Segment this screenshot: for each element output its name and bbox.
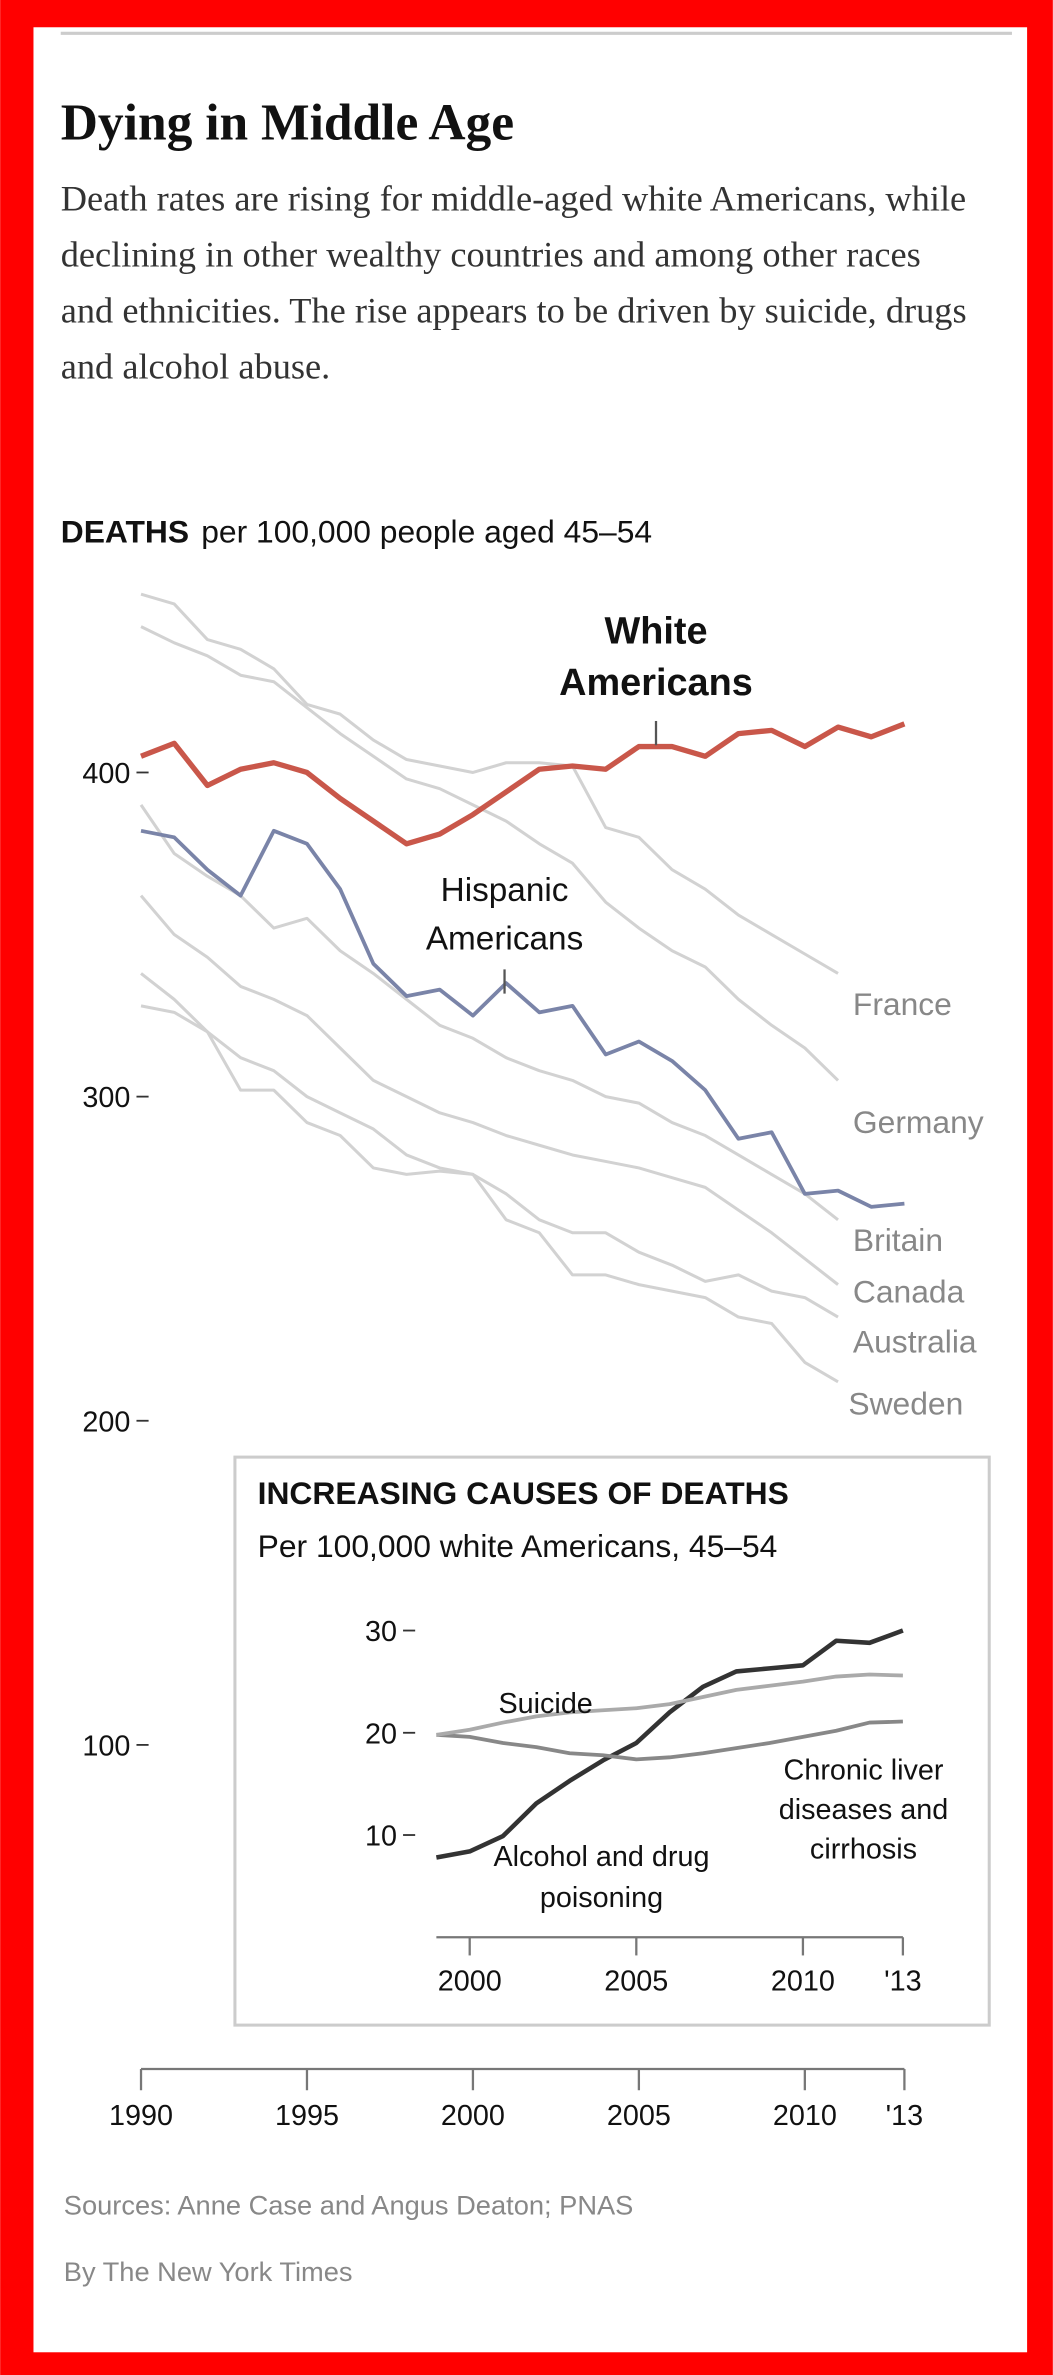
x-tick-label: 2000 xyxy=(441,2100,505,2132)
series-label: Suicide xyxy=(498,1688,592,1720)
chart-title: Dying in Middle Age xyxy=(61,94,514,151)
x-tick-label: 1995 xyxy=(275,2100,339,2132)
series-label: Australia xyxy=(853,1324,977,1360)
x-tick-label: 2010 xyxy=(771,1965,835,1997)
x-tick-label: '13 xyxy=(886,2100,924,2132)
data-line xyxy=(139,894,839,1286)
x-tick-label: 2000 xyxy=(438,1965,502,1997)
series-label: Hispanic Americans xyxy=(425,870,584,958)
subtitle-box: Death rates are rising for middle-aged w… xyxy=(60,180,967,388)
data-line xyxy=(436,1719,903,1762)
series-label-box: Alcohol and drug poisoning xyxy=(493,1841,710,1915)
y-tick-label: 100 xyxy=(82,1731,130,1763)
x-tick-label: 2010 xyxy=(773,2100,837,2132)
chart-subtitle: Death rates are rising for middle-aged w… xyxy=(60,180,967,388)
data-line xyxy=(140,1004,839,1384)
inset-subtitle: Per 100,000 white Americans, 45–54 xyxy=(258,1528,778,1564)
y-tick-label: 10 xyxy=(365,1821,397,1853)
data-line xyxy=(140,625,840,1082)
y-axis-title-rest: per 100,000 people aged 45–54 xyxy=(201,513,652,549)
sources: Sources: Anne Case and Angus Deaton; PNA… xyxy=(64,2189,634,2220)
x-tick-label: 2005 xyxy=(607,2100,671,2132)
y-tick-label: 300 xyxy=(82,1082,130,1114)
inset-box xyxy=(233,1455,991,2027)
series-label: Chronic liver diseases and cirrhosis xyxy=(778,1755,949,1867)
y-tick-label: 20 xyxy=(365,1718,397,1750)
y-tick-label: 200 xyxy=(82,1406,130,1438)
inset-plot: 10 20 30 2000 2005 2010 '13 Suicide Chronic live… xyxy=(365,1616,949,1997)
y-tick-label: 30 xyxy=(365,1616,397,1648)
data-line xyxy=(140,592,839,975)
series-label: Britain xyxy=(853,1222,943,1258)
series-label: Germany xyxy=(853,1104,984,1140)
series-label: Alcohol and drug poisoning xyxy=(493,1841,710,1915)
y-axis-title: DEATHS per 100,000 people aged 45–54 xyxy=(61,513,652,549)
data-line xyxy=(139,804,839,1221)
series-label-box: Chronic liver diseases and cirrhosis xyxy=(778,1755,949,1867)
x-tick-label: '13 xyxy=(884,1965,921,1997)
data-line xyxy=(435,1628,904,1860)
x-tick-label: 1990 xyxy=(109,2100,173,2132)
series-label: Sweden xyxy=(848,1386,963,1422)
byline: By The New York Times xyxy=(64,2256,353,2287)
series-label-box: White Americans xyxy=(559,610,753,705)
y-tick-label: 400 xyxy=(82,758,130,790)
series-label: France xyxy=(853,986,952,1022)
inset-title: INCREASING CAUSES OF DEATHS xyxy=(258,1475,789,1511)
data-line xyxy=(436,1672,903,1737)
y-axis-title-bold: DEATHS xyxy=(61,513,189,549)
series-label-box: Hispanic Americans xyxy=(425,870,584,958)
data-line xyxy=(140,721,906,847)
series-label: Canada xyxy=(853,1274,965,1310)
data-line xyxy=(140,828,905,1209)
data-line xyxy=(140,972,839,1319)
series-label: White Americans xyxy=(559,610,753,705)
x-tick-label: 2005 xyxy=(604,1965,668,1997)
